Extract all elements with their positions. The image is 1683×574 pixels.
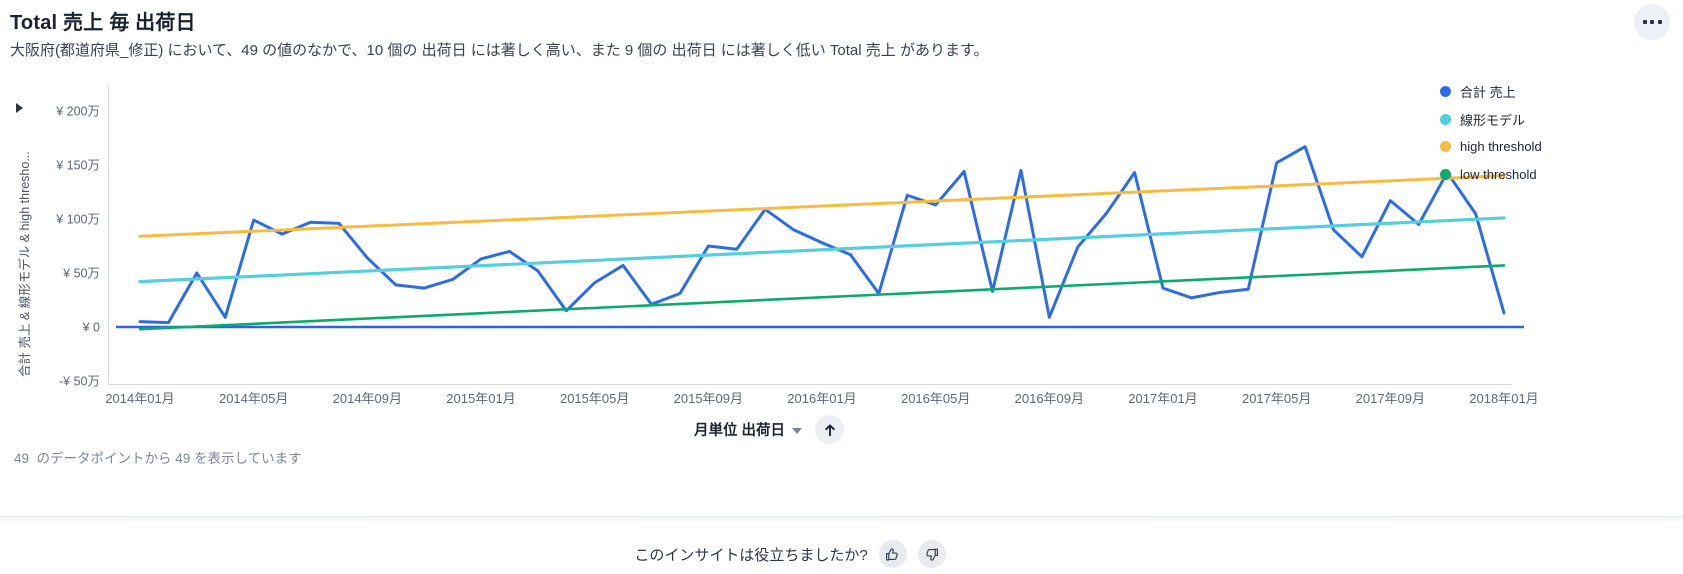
y-tick-label: -¥ 50万: [59, 375, 100, 389]
page-title: Total 売上 毎 出荷日: [10, 12, 196, 34]
thumbs-down-button[interactable]: [917, 540, 946, 568]
y-tick-label: ¥ 50万: [62, 267, 100, 281]
y-axis-title: 合計 売上 & 線形モデル & high thresho...: [18, 151, 32, 377]
x-field-control-row: 月単位 出荷日: [108, 415, 1430, 444]
y-tick-label: ¥ 200万: [55, 105, 100, 119]
high-threshold-line: [138, 174, 1506, 238]
footer-divider: [0, 516, 1683, 517]
axis-expand-arrow-icon[interactable]: [16, 103, 23, 113]
y-tick-label: ¥ 100万: [55, 213, 100, 227]
legend-item-low-threshold[interactable]: low threshold: [1440, 167, 1542, 182]
x-tick-label: 2016年05月: [901, 391, 970, 406]
thumbs-up-icon: [886, 547, 898, 560]
feedback-question: このインサイトは役立ちましたか?: [634, 546, 868, 564]
x-tick-label: 2015年05月: [560, 391, 629, 406]
x-tick-label: 2017年09月: [1356, 391, 1425, 406]
line-chart[interactable]: ¥ 200万 ¥ 150万 ¥ 100万 ¥ 50万 ¥ 0 -¥ 50万 2014年01月…: [0, 0, 1560, 470]
thumbs-up-button[interactable]: [878, 540, 907, 568]
legend-color-dot: [1440, 168, 1451, 180]
low-threshold-line: [138, 264, 1506, 331]
x-tick-label: 2017年05月: [1242, 391, 1311, 406]
more-options-button[interactable]: [1634, 4, 1670, 40]
x-tick-label: 2016年09月: [1015, 391, 1084, 406]
chevron-down-icon[interactable]: [792, 427, 803, 434]
x-tick-label: 2014年01月: [105, 391, 174, 406]
legend-item-sales[interactable]: 合計 売上: [1440, 84, 1542, 100]
legend-item-linear-model[interactable]: 線形モデル: [1440, 112, 1542, 128]
insight-summary-text: 大阪府(都道府県_修正) において、49 の値のなかで、10 個の 出荷日 には…: [10, 42, 989, 59]
dot-icon: [1657, 20, 1662, 24]
x-tick-label: 2017年01月: [1128, 391, 1197, 406]
chart-legend: 合計 売上 線形モデル high threshold low threshold: [1440, 84, 1542, 194]
dot-icon: [1642, 20, 1647, 24]
sales-line: [138, 145, 1506, 325]
legend-item-high-threshold[interactable]: high threshold: [1440, 139, 1542, 154]
x-tick-label: 2015年01月: [446, 391, 515, 406]
footer-divider-shadow: [0, 517, 1683, 523]
up-arrow-icon: [824, 423, 835, 436]
datapoint-count-status: 49 のデータポイントから 49 を表示しています: [14, 451, 302, 466]
feedback-row: このインサイトは役立ちましたか?: [0, 540, 1580, 568]
y-tick-label: ¥ 0: [82, 321, 100, 335]
x-tick-label: 2015年09月: [674, 391, 743, 406]
x-tick-label: 2014年09月: [333, 391, 402, 406]
legend-color-dot: [1440, 86, 1451, 97]
x-tick-label: 2014年05月: [219, 391, 288, 406]
dot-icon: [1650, 20, 1654, 24]
thumbs-down-icon: [926, 548, 939, 561]
legend-color-dot: [1440, 141, 1451, 152]
x-field-dropdown[interactable]: 月単位 出荷日: [693, 423, 786, 439]
x-tick-label: 2018年01月: [1469, 391, 1538, 406]
legend-color-dot: [1440, 113, 1451, 125]
move-up-button[interactable]: [815, 415, 845, 444]
x-tick-label: 2016年01月: [787, 391, 856, 406]
y-tick-label: ¥ 150万: [55, 159, 100, 173]
linear-model-line: [138, 216, 1506, 284]
